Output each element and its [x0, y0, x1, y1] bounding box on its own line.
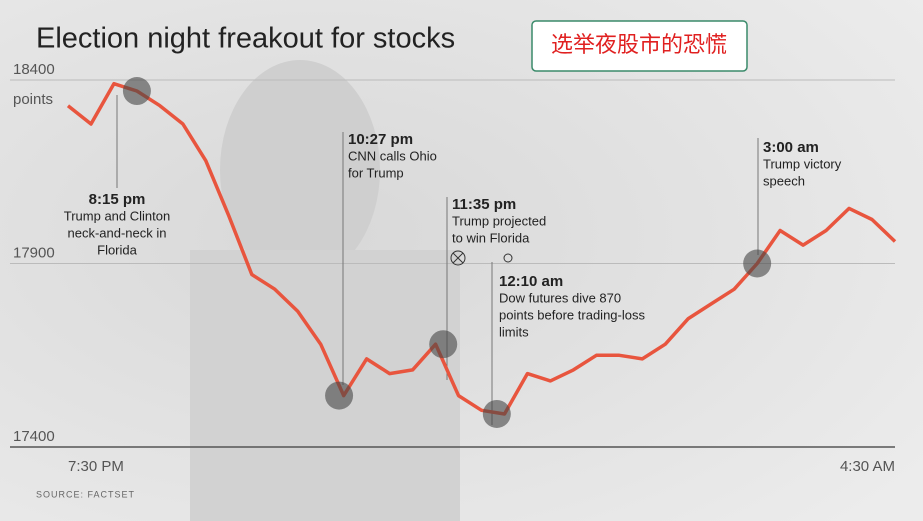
event-text: neck-and-neck in: [68, 225, 167, 240]
event-time: 11:35 pm: [452, 196, 516, 213]
y-tick-label: 18400: [13, 61, 55, 78]
event-icon: [503, 253, 513, 263]
event-time: 8:15 pm: [89, 191, 146, 208]
event-text: Trump and Clinton: [64, 208, 170, 223]
y-tick-label: 17400: [13, 428, 55, 445]
event-text: to win Florida: [452, 230, 530, 245]
y-axis-label: points: [13, 91, 53, 108]
event-text: for Trump: [348, 165, 404, 180]
x-tick-label: 7:30 PM: [68, 458, 124, 475]
x-tick-label: 4:30 AM: [840, 458, 895, 475]
event-text: Trump projected: [452, 213, 546, 228]
y-tick-label: 17900: [13, 244, 55, 261]
event-text: Dow futures dive 870: [499, 290, 621, 305]
annotation: 选举夜股市的恐慌: [551, 32, 727, 57]
photo-shade: [190, 250, 460, 521]
event-text: points before trading-loss: [499, 307, 645, 322]
event-text: Florida: [97, 242, 138, 257]
event-marker: [743, 249, 772, 278]
event-marker: [325, 381, 354, 410]
chart-title: Election night freakout for stocks: [36, 23, 455, 55]
source: SOURCE: FACTSET: [36, 489, 135, 499]
event-time: 3:00 am: [763, 139, 819, 156]
event-text: limits: [499, 324, 529, 339]
event-text: Trump victory: [763, 156, 842, 171]
event-icon: [452, 252, 464, 264]
annotation-box: [531, 20, 748, 72]
event-marker: [429, 330, 458, 359]
event-time: 10:27 pm: [348, 131, 413, 148]
event-time: 12:10 am: [499, 273, 563, 290]
event-icon: [450, 250, 466, 266]
event-text: speech: [763, 173, 805, 188]
photo-shade: [220, 60, 380, 280]
event-text: CNN calls Ohio: [348, 148, 437, 163]
event-marker: [122, 77, 151, 106]
event-marker: [482, 399, 511, 428]
